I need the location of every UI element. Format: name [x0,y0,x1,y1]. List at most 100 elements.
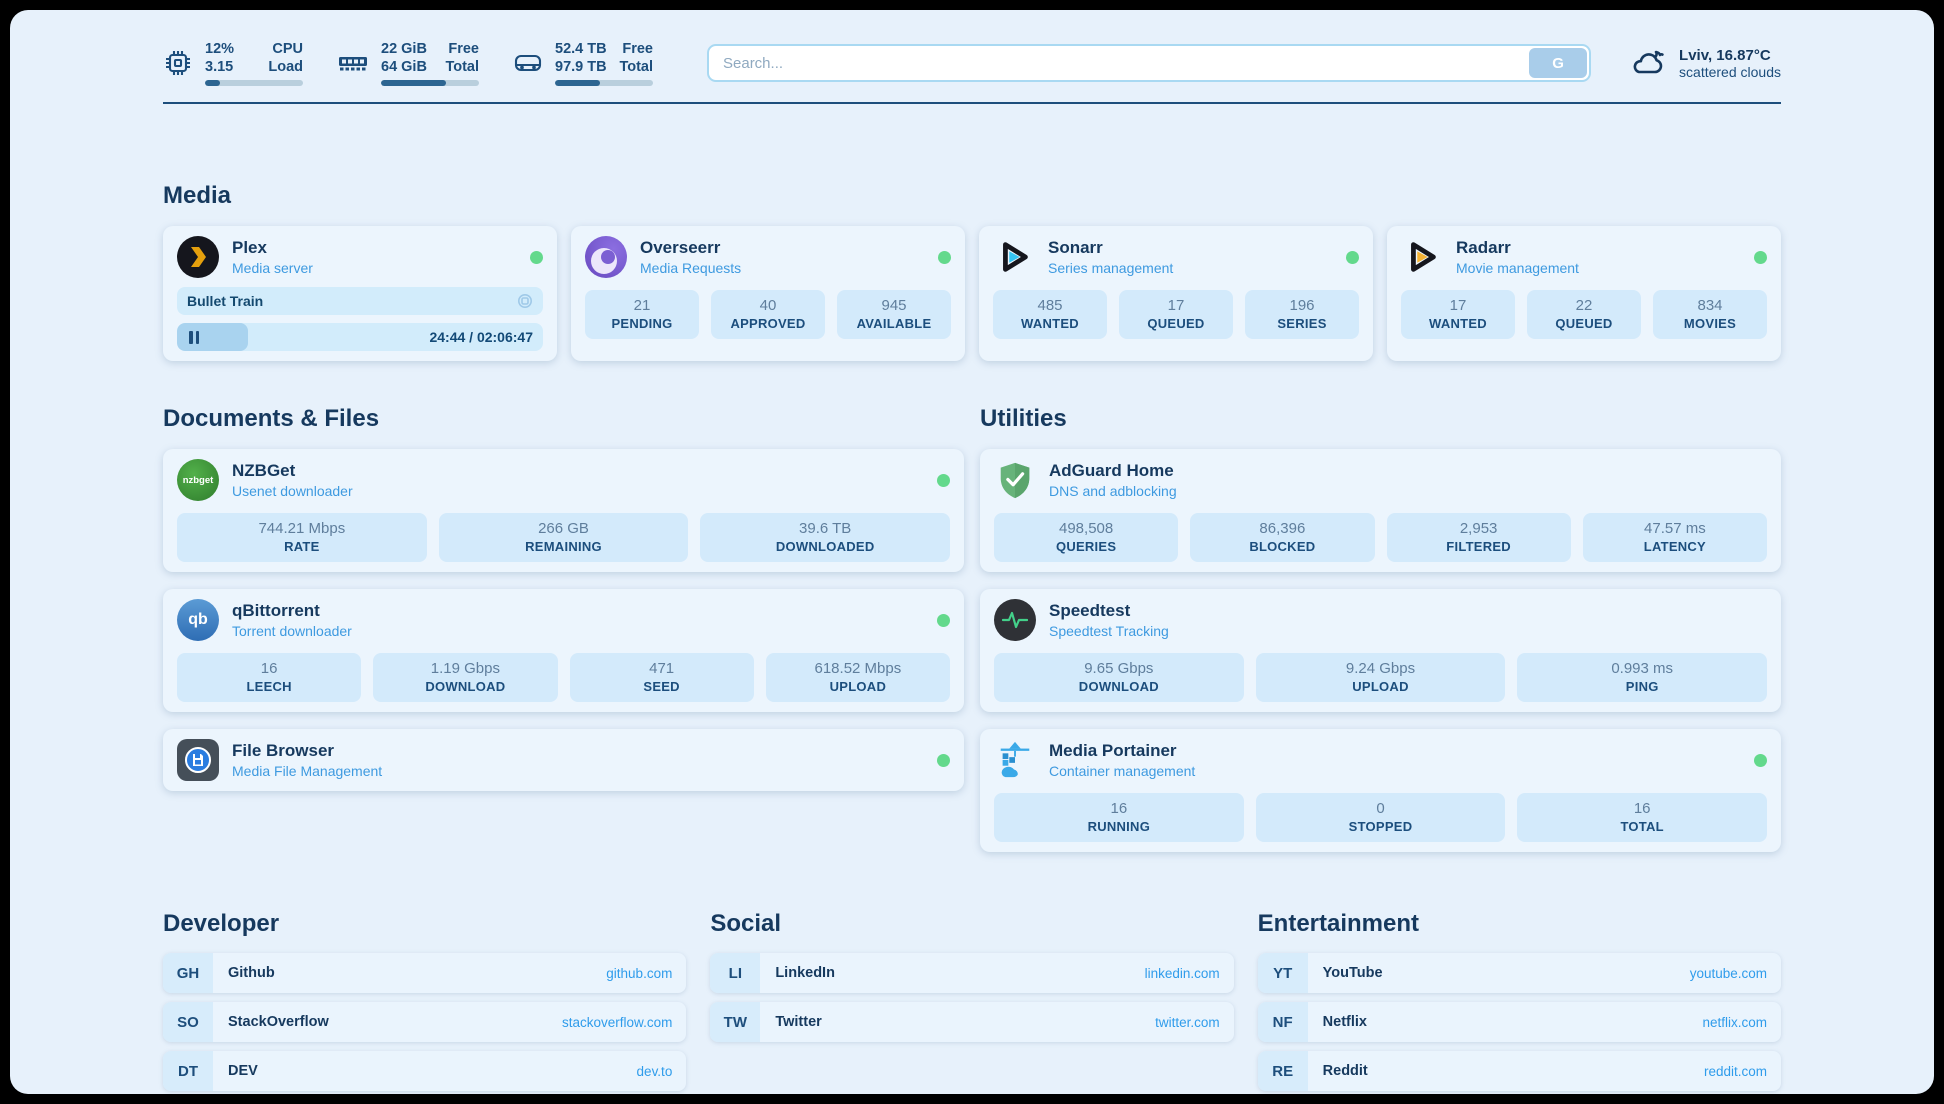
bookmark-name: Twitter [775,1014,822,1031]
section-title-social: Social [710,910,782,938]
cpu-monitor: 12% 3.15 CPU Load [163,40,303,87]
bookmark-github[interactable]: GH Github github.com [163,953,687,994]
app-card-plex[interactable]: Plex Media server Bullet Train [163,226,557,362]
app-subtitle: Usenet downloader [232,483,353,500]
bookmark-abbr: DT [163,1051,213,1092]
section-title-entertainment: Entertainment [1257,910,1420,938]
app-card-adguard[interactable]: AdGuard Home DNS and adblocking 498,508 … [980,449,1781,573]
bookmark-url: dev.to [636,1063,673,1079]
disk-label-bottom: Total [619,59,653,76]
bookmark-youtube[interactable]: YT YouTube youtube.com [1257,953,1781,994]
app-subtitle: Movie management [1456,260,1579,277]
stat-total: 16 TOTAL [1517,793,1768,843]
status-indicator [938,250,951,264]
section-media: Media Plex Media server [163,182,1781,362]
bookmark-reddit[interactable]: RE Reddit reddit.com [1257,1051,1781,1092]
stat-series: 196 SERIES [1245,290,1359,340]
disk-free: 52.4 TB [555,41,607,57]
bookmark-name: Netflix [1322,1014,1367,1031]
dashboard: 12% 3.15 CPU Load [10,10,1934,1094]
bookmark-name: DEV [228,1063,258,1080]
app-card-filebrowser[interactable]: File Browser Media File Management [163,729,964,792]
bookmark-twitter[interactable]: TW Twitter twitter.com [710,1002,1234,1043]
adguard-icon [994,459,1036,501]
section-utilities: Utilities [980,405,1781,853]
cloud-icon [1629,47,1667,79]
stat-blocked: 86,396 BLOCKED [1190,513,1375,563]
app-card-qbittorrent[interactable]: qb qBittorrent Torrent downloader 16 [163,589,964,713]
bookmark-netflix[interactable]: NF Netflix netflix.com [1257,1002,1781,1043]
stat-rate: 744.21 Mbps RATE [177,513,427,563]
bookmark-url: stackoverflow.com [562,1014,673,1030]
bookmark-url: linkedin.com [1144,965,1220,981]
bookmark-abbr: RE [1257,1051,1308,1092]
playback-progress-bar: 24:44 / 02:06:47 [177,323,543,352]
cpu-label-top: CPU [272,41,303,57]
app-subtitle: Container management [1049,763,1196,780]
radarr-icon [1401,236,1443,278]
app-title: AdGuard Home [1049,461,1174,481]
app-subtitle: Media File Management [232,763,383,780]
app-title: Radarr [1456,238,1511,258]
bookmark-url: github.com [606,965,673,981]
section-title-documents: Documents & Files [163,405,380,433]
stat-queries: 498,508 QUERIES [994,513,1179,563]
now-playing-row: Bullet Train [177,287,543,316]
now-playing-title: Bullet Train [187,293,264,310]
disk-icon [513,48,543,78]
section-entertainment: Entertainment YT YouTube youtube.com NF … [1257,910,1781,1092]
search-engine-button[interactable]: G [1529,48,1588,79]
stat-movies: 834 MOVIES [1653,290,1767,340]
bookmark-name: Github [228,965,275,982]
app-card-nzbget[interactable]: nzbget NZBGet Usenet downloader 744.21 M… [163,449,964,573]
bookmark-linkedin[interactable]: LI LinkedIn linkedin.com [710,953,1234,994]
ram-monitor: 22 GiB 64 GiB Free Total [337,40,479,87]
plex-icon [177,236,219,279]
weather-widget: Lviv, 16.87°C scattered clouds [1629,47,1781,80]
ram-progress-bar [381,80,479,87]
header-divider [163,102,1781,105]
search-bar: G [707,44,1592,83]
bookmark-url: reddit.com [1703,1063,1767,1079]
disk-progress-bar [555,80,653,87]
app-subtitle: Torrent downloader [232,623,352,640]
weather-condition: scattered clouds [1679,63,1781,80]
section-documents: Documents & Files nzbget NZBGet Usenet d… [163,405,964,852]
filebrowser-icon [177,739,219,782]
ram-total: 64 GiB [381,59,427,76]
bookmark-stackoverflow[interactable]: SO StackOverflow stackoverflow.com [163,1002,687,1043]
app-title: Overseerr [640,238,721,258]
disk-monitor: 52.4 TB 97.9 TB Free Total [513,40,653,87]
stat-upload: 618.52 Mbps UPLOAD [765,653,950,703]
app-card-overseerr[interactable]: Overseerr Media Requests 21 PENDING 40 A… [571,226,965,362]
stat-filtered: 2,953 FILTERED [1386,513,1571,563]
stat-latency: 47.57 ms LATENCY [1582,513,1767,563]
bookmark-dev[interactable]: DT DEV dev.to [163,1051,687,1092]
app-card-radarr[interactable]: Radarr Movie management 17 WANTED 22 QUE… [1387,226,1781,362]
bookmark-url: twitter.com [1155,1014,1220,1030]
section-title-developer: Developer [163,910,280,938]
app-card-sonarr[interactable]: Sonarr Series management 485 WANTED 17 Q… [979,226,1373,362]
stat-download: 9.65 Gbps DOWNLOAD [994,653,1244,703]
video-icon [517,293,533,309]
app-card-portainer[interactable]: Media Portainer Container management 16 … [980,729,1781,853]
search-input[interactable] [709,46,1528,81]
app-subtitle: Media server [232,260,313,277]
bookmark-abbr: GH [163,953,213,994]
portainer-icon [994,739,1036,781]
qbittorrent-icon: qb [177,599,219,642]
weather-location-temp: Lviv, 16.87°C [1679,46,1771,64]
status-indicator [937,613,950,627]
stat-leech: 16 LEECH [177,653,362,703]
app-subtitle: Speedtest Tracking [1049,623,1169,640]
app-title: NZBGet [232,461,296,481]
section-title-utilities: Utilities [980,405,1067,433]
disk-total: 97.9 TB [555,59,607,76]
disk-label-top: Free [622,41,653,57]
cpu-loadavg: 3.15 [205,59,234,76]
app-subtitle: DNS and adblocking [1049,483,1177,500]
status-indicator [1754,250,1767,264]
overseerr-icon [585,236,627,279]
bookmark-abbr: YT [1257,953,1308,994]
app-card-speedtest[interactable]: Speedtest Speedtest Tracking 9.65 Gbps D… [980,589,1781,713]
